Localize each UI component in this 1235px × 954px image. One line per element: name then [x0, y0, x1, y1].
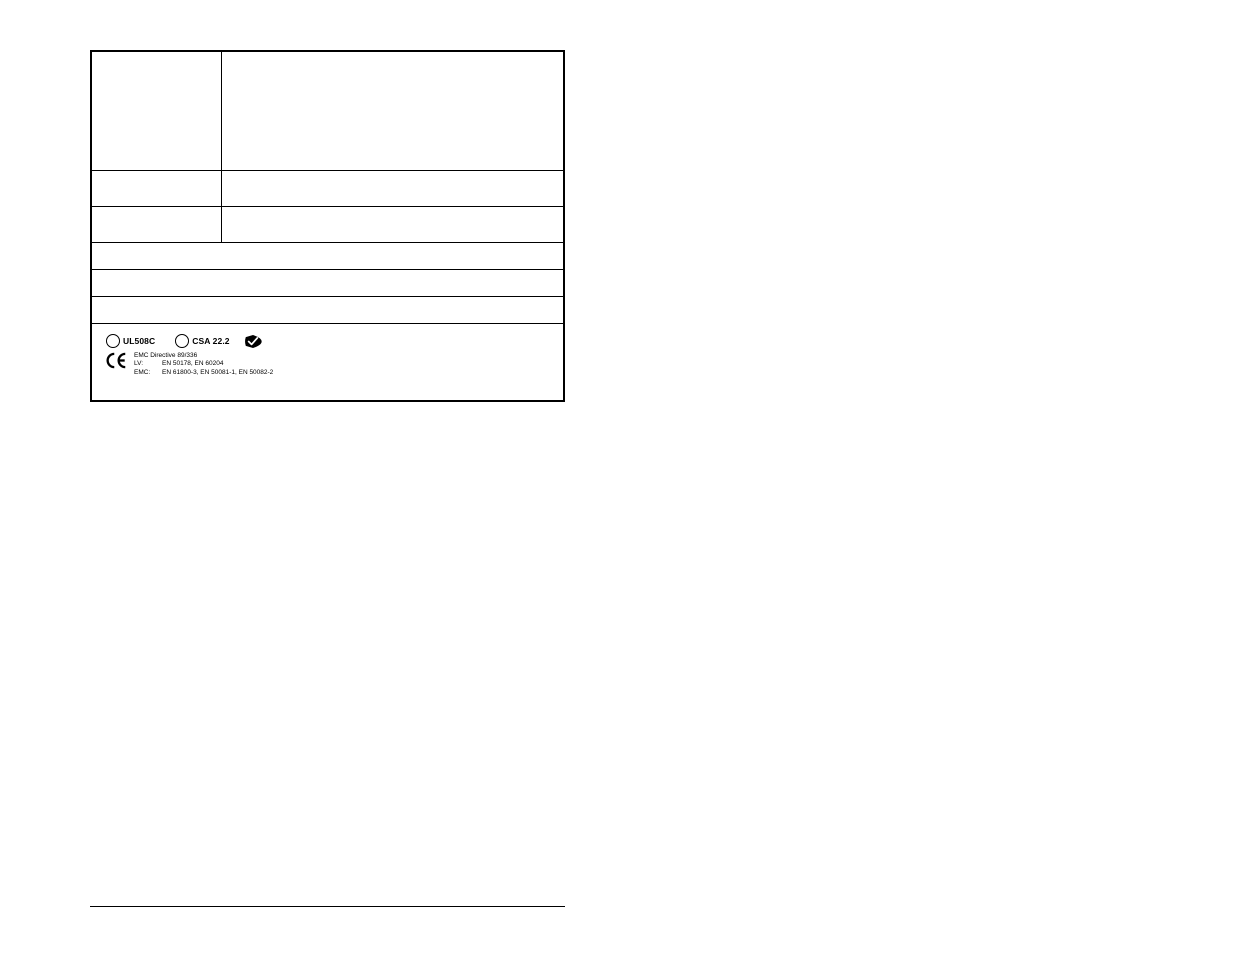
lv-standards: EN 50178, EN 60204: [162, 360, 223, 368]
ul-mark-icon: [106, 334, 120, 348]
plate-row-6: [92, 297, 563, 324]
nameplate-panel: UL508C CSA 22.2: [90, 50, 565, 402]
plate-r3-left: [92, 207, 222, 242]
plate-r1-right: [222, 52, 563, 170]
nameplate-table: UL508C CSA 22.2: [90, 50, 565, 402]
lv-key: LV:: [134, 360, 162, 368]
ce-line: EMC Directive 89/336 LV: EN 50178, EN 60…: [106, 352, 273, 377]
emc-key: EMC:: [134, 369, 162, 377]
approvals-top-line: UL508C CSA 22.2: [106, 334, 273, 348]
directive-block: EMC Directive 89/336 LV: EN 50178, EN 60…: [134, 352, 273, 377]
csa-mark-icon: [175, 334, 189, 348]
plate-row-2: [92, 171, 563, 207]
plate-row-3: [92, 207, 563, 243]
plate-row-4: [92, 243, 563, 270]
plate-r2-right: [222, 171, 563, 206]
plate-r2-left: [92, 171, 222, 206]
emc-standards: EN 61800-3, EN 50081-1, EN 50082-2: [162, 369, 273, 377]
plate-r5: [92, 270, 108, 296]
plate-r6: [92, 297, 108, 323]
plate-row-approvals: UL508C CSA 22.2: [92, 324, 563, 400]
plate-r1-left: [92, 52, 222, 170]
emc-directive-text: EMC Directive 89/336: [134, 352, 273, 360]
csa-label: CSA 22.2: [192, 336, 229, 346]
c-tick-icon: [244, 335, 262, 348]
plate-row-1: [92, 52, 563, 171]
approvals-block: UL508C CSA 22.2: [92, 324, 287, 400]
plate-r3-right: [222, 207, 563, 242]
plate-r4: [92, 243, 108, 269]
plate-row-5: [92, 270, 563, 297]
ce-mark-icon: [106, 352, 128, 369]
footer-rule: [90, 906, 565, 907]
ul-label: UL508C: [123, 336, 155, 346]
